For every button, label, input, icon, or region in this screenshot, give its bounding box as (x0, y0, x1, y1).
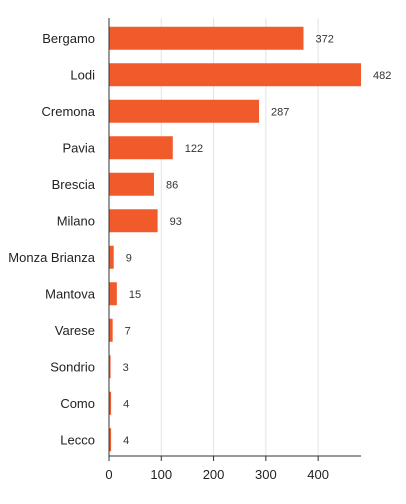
bar-monza-brianza (109, 245, 114, 269)
bar-lecco (109, 428, 112, 452)
chart-bars (109, 26, 361, 452)
category-label: Milano (57, 213, 95, 228)
category-label: Sondrio (50, 359, 95, 374)
value-label: 15 (129, 289, 141, 301)
bar-brescia (109, 172, 154, 196)
bar-milano (109, 209, 158, 233)
value-label: 482 (373, 70, 391, 82)
bar-cremona (109, 99, 260, 123)
value-label: 4 (123, 398, 129, 410)
bar-varese (109, 318, 113, 342)
value-label: 4 (123, 435, 129, 447)
chart-gridlines (160, 18, 319, 456)
category-label: Pavia (62, 140, 95, 155)
value-label: 372 (315, 33, 333, 45)
value-labels: 372 482 287 122 86 93 9 15 7 3 4 4 (123, 33, 392, 447)
category-label: Bergamo (42, 31, 95, 46)
value-label: 93 (170, 216, 182, 228)
category-label: Monza Brianza (8, 250, 95, 265)
category-label: Lecco (60, 432, 95, 447)
bar-bergamo (109, 26, 304, 50)
value-label: 9 (126, 252, 132, 264)
bar-lodi (109, 63, 361, 87)
category-label: Mantova (45, 286, 96, 301)
x-tick-label: 300 (255, 467, 277, 482)
category-labels: Bergamo Lodi Cremona Pavia Brescia Milano Monz… (8, 31, 95, 448)
bar-pavia (109, 136, 173, 160)
category-label: Lodi (70, 67, 95, 82)
x-tick-label: 400 (307, 467, 329, 482)
value-label: 3 (123, 362, 129, 374)
chart-axes (108, 18, 361, 457)
category-label: Como (60, 396, 95, 411)
x-axis-ticks: 0 100 200 300 400 (105, 456, 329, 482)
x-tick-label: 100 (150, 467, 172, 482)
value-label: 86 (166, 179, 178, 191)
bar-como (109, 391, 112, 415)
value-label: 287 (271, 106, 289, 118)
bar-sondrio (109, 355, 111, 379)
x-tick-label: 200 (203, 467, 225, 482)
value-label: 122 (185, 143, 203, 155)
category-label: Varese (55, 323, 95, 338)
value-label: 7 (125, 325, 131, 337)
category-label: Cremona (42, 104, 96, 119)
x-tick-label: 0 (105, 467, 112, 482)
category-label: Brescia (52, 177, 96, 192)
bar-mantova (109, 282, 117, 306)
